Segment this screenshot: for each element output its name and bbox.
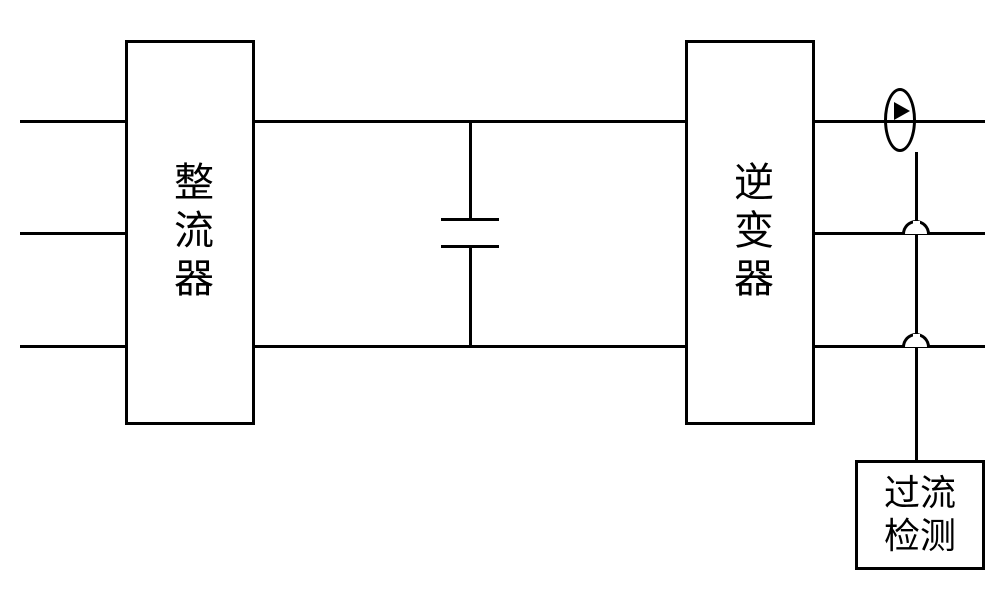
output-wire-2-right xyxy=(929,232,985,235)
output-wire-3-left xyxy=(815,345,903,348)
output-wire-1-through-ct xyxy=(887,120,913,123)
output-wire-2-left xyxy=(815,232,903,235)
hop-mask-2 xyxy=(913,334,920,347)
input-wire-1 xyxy=(20,120,125,123)
output-wire-3-right xyxy=(929,345,985,348)
overcurrent-label-line2: 检测 xyxy=(884,515,956,558)
overcurrent-label-line1: 过流 xyxy=(884,472,956,515)
input-wire-2 xyxy=(20,232,125,235)
ct-lead-wire xyxy=(915,152,918,460)
rectifier-block: 整流器 xyxy=(125,40,255,425)
ct-arrow-icon xyxy=(894,102,910,120)
hop-mask-1 xyxy=(913,221,920,234)
cap-lead-bottom xyxy=(469,248,472,347)
cap-plate-top xyxy=(441,218,499,221)
inverter-block: 逆变器 xyxy=(685,40,815,425)
overcurrent-block: 过流 检测 xyxy=(855,460,985,570)
cap-lead-top xyxy=(469,120,472,218)
inverter-label: 逆变器 xyxy=(721,161,779,305)
input-wire-3 xyxy=(20,345,125,348)
circuit-diagram: 整流器 逆变器 过流 检测 xyxy=(0,0,1000,590)
rectifier-label: 整流器 xyxy=(161,161,219,305)
